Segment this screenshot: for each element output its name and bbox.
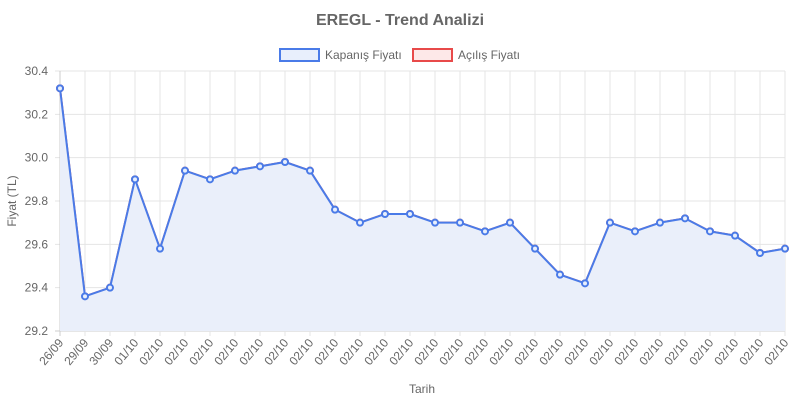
x-tick-label: 02/10	[161, 336, 191, 368]
data-point	[56, 84, 64, 93]
x-tick-label: 02/10	[436, 336, 466, 368]
y-tick-label: 30.0	[25, 151, 49, 165]
data-point	[706, 227, 714, 236]
data-point	[256, 162, 264, 171]
legend-label-acilis: Açılış Fiyatı	[458, 48, 520, 62]
data-point	[331, 205, 339, 214]
x-tick-label: 30/09	[86, 336, 116, 368]
legend-swatch-acilis	[412, 48, 453, 62]
data-point	[306, 166, 314, 175]
x-tick-label: 02/10	[336, 336, 366, 368]
series-layer	[56, 84, 789, 331]
x-tick-label: 02/10	[761, 336, 791, 368]
data-point	[356, 218, 364, 227]
y-tick-label: 29.8	[25, 194, 49, 208]
x-tick-label: 02/10	[661, 336, 691, 368]
data-point	[581, 279, 589, 288]
data-point	[531, 244, 539, 253]
y-axis: 30.4 30.2 30.0 29.8 29.6 29.4 29.2	[25, 64, 49, 338]
data-point	[731, 231, 739, 240]
data-point	[281, 158, 289, 166]
series-line	[59, 88, 786, 298]
x-tick-label: 02/10	[511, 336, 541, 368]
series-area	[60, 88, 785, 331]
legend-item-kapanis[interactable]: Kapanış Fiyatı	[279, 48, 402, 62]
x-tick-label: 02/10	[536, 336, 566, 368]
x-tick-label: 02/10	[386, 336, 416, 368]
x-tick-label: 02/10	[636, 336, 666, 368]
legend-swatch-kapanis	[279, 48, 320, 62]
y-tick-label: 29.2	[25, 324, 49, 338]
data-point	[81, 292, 89, 301]
x-tick-label: 01/10	[111, 336, 141, 368]
x-tick-label: 02/10	[286, 336, 316, 368]
data-point	[381, 210, 389, 218]
y-tick-label: 29.4	[25, 281, 49, 295]
data-point	[231, 166, 239, 175]
legend: Kapanış Fiyatı Açılış Fiyatı	[279, 48, 520, 62]
x-tick-label: 02/10	[711, 336, 741, 368]
data-point	[756, 249, 764, 257]
x-tick-label: 02/10	[561, 336, 591, 368]
data-point	[156, 244, 164, 253]
x-tick-label: 02/10	[486, 336, 516, 368]
data-point	[681, 214, 689, 223]
data-point	[506, 218, 514, 227]
x-tick-label: 02/10	[686, 336, 716, 368]
y-tick-label: 30.2	[25, 107, 49, 121]
x-tick-label: 02/10	[736, 336, 766, 368]
x-tick-label: 02/10	[136, 336, 166, 368]
data-point	[181, 166, 189, 175]
y-tick-label: 30.4	[25, 64, 49, 78]
x-tick-label: 02/10	[186, 336, 216, 368]
y-axis-label: Fiyat (TL)	[5, 175, 19, 226]
x-axis-label: Tarih	[409, 382, 435, 396]
data-point	[481, 227, 489, 236]
x-tick-label: 02/10	[211, 336, 241, 368]
x-tick-label: 02/10	[236, 336, 266, 368]
data-point	[106, 283, 114, 292]
x-tick-label: 02/10	[311, 336, 341, 368]
data-point	[131, 175, 139, 184]
x-tick-label: 02/10	[461, 336, 491, 368]
data-point	[606, 218, 614, 227]
x-axis: 26/0929/0930/0901/1002/1002/1002/1002/10…	[36, 336, 791, 368]
x-tick-label: 26/09	[36, 336, 66, 368]
x-tick-label: 29/09	[61, 336, 91, 368]
data-point	[456, 218, 464, 227]
x-tick-label: 02/10	[411, 336, 441, 368]
legend-item-acilis[interactable]: Açılış Fiyatı	[412, 48, 520, 62]
x-tick-label: 02/10	[361, 336, 391, 368]
y-tick-label: 29.6	[25, 237, 49, 251]
data-point	[781, 244, 789, 253]
data-point	[656, 218, 664, 227]
data-point	[206, 175, 214, 184]
x-tick-label: 02/10	[611, 336, 641, 368]
data-point	[556, 270, 564, 279]
x-tick-label: 02/10	[586, 336, 616, 368]
data-point	[631, 227, 639, 236]
data-point	[406, 210, 414, 218]
data-point	[431, 218, 439, 227]
x-tick-label: 02/10	[261, 336, 291, 368]
chart-title: EREGL - Trend Analizi	[316, 12, 484, 29]
legend-label-kapanis: Kapanış Fiyatı	[325, 48, 402, 62]
